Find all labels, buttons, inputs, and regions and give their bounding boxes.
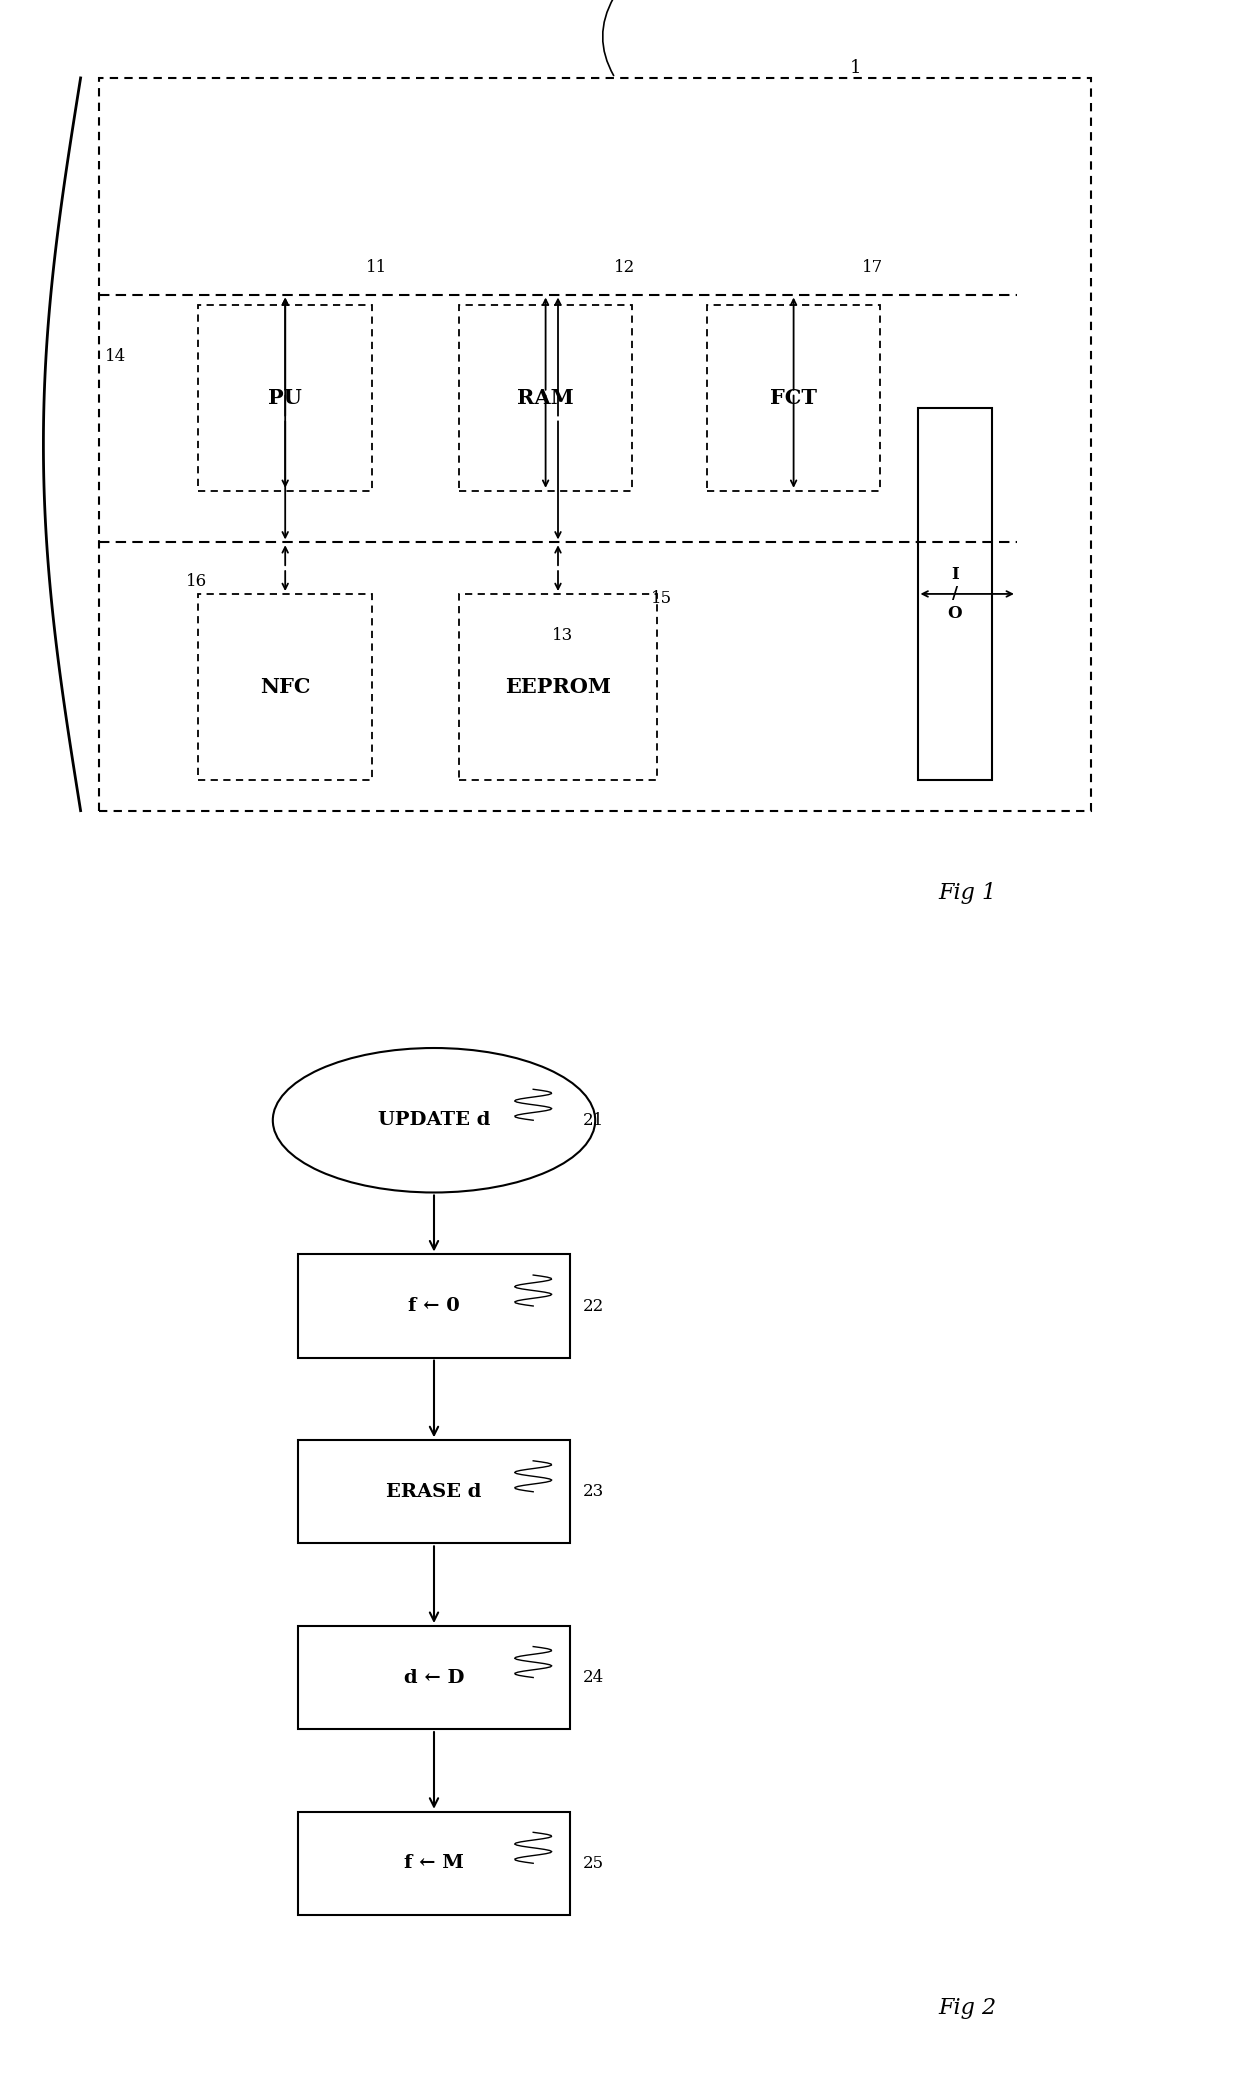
Text: ERASE d: ERASE d	[387, 1483, 481, 1502]
Text: NFC: NFC	[260, 676, 310, 697]
Text: EEPROM: EEPROM	[505, 676, 611, 697]
Text: f ← M: f ← M	[404, 1853, 464, 1872]
Text: FCT: FCT	[770, 387, 817, 408]
Text: 13: 13	[552, 626, 573, 643]
Text: 22: 22	[583, 1298, 604, 1315]
FancyBboxPatch shape	[298, 1439, 570, 1543]
Ellipse shape	[273, 1048, 595, 1192]
FancyBboxPatch shape	[298, 1812, 570, 1916]
Text: 15: 15	[651, 589, 672, 607]
Text: 11: 11	[366, 260, 387, 277]
Text: UPDATE d: UPDATE d	[378, 1111, 490, 1129]
Text: 23: 23	[583, 1483, 604, 1500]
FancyBboxPatch shape	[918, 408, 992, 780]
Text: I
/
O: I / O	[947, 566, 962, 622]
Text: 25: 25	[583, 1855, 604, 1872]
Text: d ← D: d ← D	[404, 1668, 464, 1687]
Text: Fig 2: Fig 2	[939, 1997, 996, 2020]
Text: 14: 14	[105, 347, 126, 366]
FancyBboxPatch shape	[198, 595, 372, 780]
Text: 12: 12	[614, 260, 635, 277]
FancyBboxPatch shape	[707, 306, 880, 491]
Text: 1: 1	[849, 58, 862, 77]
Text: PU: PU	[268, 387, 303, 408]
Text: 24: 24	[583, 1668, 604, 1687]
FancyBboxPatch shape	[198, 306, 372, 491]
FancyBboxPatch shape	[459, 595, 657, 780]
FancyBboxPatch shape	[298, 1627, 570, 1728]
FancyBboxPatch shape	[459, 306, 632, 491]
Text: 21: 21	[583, 1111, 604, 1129]
FancyBboxPatch shape	[99, 77, 1091, 811]
Text: Fig 1: Fig 1	[939, 882, 996, 905]
FancyBboxPatch shape	[298, 1254, 570, 1358]
Text: RAM: RAM	[517, 387, 574, 408]
Text: f ← 0: f ← 0	[408, 1298, 460, 1315]
Text: 16: 16	[186, 574, 207, 591]
Text: 17: 17	[862, 260, 883, 277]
